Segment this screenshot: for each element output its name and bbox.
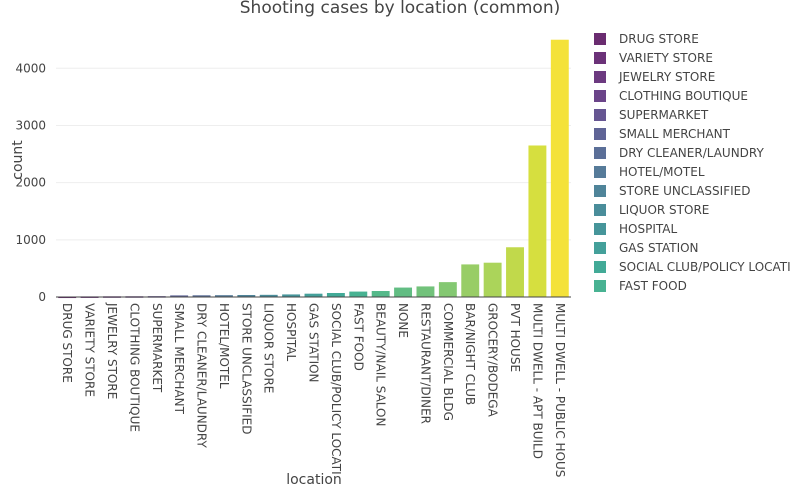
bar[interactable] (371, 290, 390, 297)
bar[interactable] (483, 262, 502, 297)
bar[interactable] (438, 282, 457, 297)
x-tick-label: HOSPITAL (284, 303, 298, 361)
legend-label: LIQUOR STORE (619, 203, 709, 217)
x-axis-ticks: DRUG STORE VARIETY STORE JEWELRY STORE CLOT… (60, 302, 567, 477)
bar[interactable] (550, 39, 569, 297)
x-tick-label: MULTI DWELL - APT BUILD (530, 303, 544, 459)
legend-label: STORE UNCLASSIFIED (619, 184, 750, 198)
x-tick-label: SOCIAL CLUB/POLICY LOCATI (329, 303, 343, 475)
legend-label: JEWELRY STORE (618, 70, 715, 84)
x-tick-label: STORE UNCLASSIFIED (239, 303, 253, 434)
x-tick-label: JEWELRY STORE (105, 302, 119, 399)
x-tick-label: SUPERMARKET (150, 303, 164, 393)
bar[interactable] (326, 292, 345, 297)
legend-label: SUPERMARKET (619, 108, 709, 122)
y-tick-label: 0 (38, 290, 46, 304)
legend-label: CLOTHING BOUTIQUE (619, 89, 748, 103)
x-tick-label: LIQUOR STORE (262, 303, 276, 393)
x-tick-label: DRY CLEANER/LAUNDRY (195, 303, 209, 448)
y-axis-title: count (10, 140, 26, 180)
legend-swatch (594, 71, 606, 83)
y-tick-label: 3000 (15, 118, 46, 132)
x-tick-label: VARIETY STORE (83, 303, 97, 397)
legend-item[interactable]: DRY CLEANER/LAUNDRY (594, 146, 764, 160)
legend-swatch (594, 147, 606, 159)
bar[interactable] (192, 295, 211, 297)
legend-item[interactable]: HOSPITAL (594, 222, 677, 236)
bar[interactable] (304, 293, 323, 297)
legend-swatch (594, 33, 606, 45)
legend-item[interactable]: CLOTHING BOUTIQUE (594, 89, 748, 103)
legend-item[interactable]: SOCIAL CLUB/POLICY LOCATI (594, 260, 791, 274)
bar[interactable] (170, 295, 189, 297)
legend-item[interactable]: SMALL MERCHANT (594, 127, 731, 141)
legend-label: HOSPITAL (619, 222, 677, 236)
legend-label: SOCIAL CLUB/POLICY LOCATI (619, 260, 791, 274)
bar[interactable] (416, 286, 435, 297)
legend-item[interactable]: VARIETY STORE (594, 51, 713, 65)
legend-swatch (594, 223, 606, 235)
gridlines (56, 67, 571, 241)
legend[interactable]: DRUG STORE VARIETY STORE JEWELRY STORE CLOT… (594, 32, 791, 293)
legend-swatch (594, 90, 606, 102)
legend-label: SMALL MERCHANT (619, 127, 731, 141)
x-tick-label: MULTI DWELL - PUBLIC HOUS (553, 303, 567, 477)
y-tick-label: 2000 (15, 176, 46, 190)
legend-swatch (594, 185, 606, 197)
legend-swatch (594, 280, 606, 292)
bar[interactable] (259, 294, 278, 297)
bars (58, 39, 569, 299)
x-tick-label: BAR/NIGHT CLUB (463, 303, 477, 405)
x-tick-label: COMMERCIAL BLDG (441, 303, 455, 421)
legend-swatch (594, 261, 606, 273)
legend-item[interactable]: HOTEL/MOTEL (594, 165, 705, 179)
legend-swatch (594, 109, 606, 121)
bar[interactable] (506, 247, 524, 297)
legend-label: DRY CLEANER/LAUNDRY (619, 146, 764, 160)
legend-swatch (594, 242, 606, 254)
x-tick-label: HOTEL/MOTEL (217, 303, 231, 389)
legend-item[interactable]: JEWELRY STORE (594, 70, 715, 84)
legend-item[interactable]: SUPERMARKET (594, 108, 709, 122)
bar[interactable] (349, 291, 368, 297)
bar[interactable] (214, 295, 233, 297)
x-tick-label: CLOTHING BOUTIQUE (127, 303, 141, 432)
x-tick-label: GAS STATION (307, 303, 321, 383)
legend-swatch (594, 166, 606, 178)
bar[interactable] (394, 287, 413, 297)
y-axis-ticks: 0 1000 2000 3000 4000 (15, 61, 46, 304)
x-tick-label: GROCERY/BODEGA (486, 303, 500, 418)
bar[interactable] (528, 145, 547, 297)
legend-item[interactable]: STORE UNCLASSIFIED (594, 184, 750, 198)
x-axis-title: location (286, 472, 342, 488)
y-tick-label: 1000 (15, 233, 46, 247)
chart-title: Shooting cases by location (common) (240, 0, 561, 18)
legend-label: HOTEL/MOTEL (619, 165, 705, 179)
bar[interactable] (237, 294, 256, 297)
bar[interactable] (461, 264, 480, 297)
legend-swatch (594, 204, 606, 216)
x-tick-label: RESTAURANT/DINER (418, 303, 432, 424)
legend-label: GAS STATION (619, 241, 699, 255)
legend-item[interactable]: FAST FOOD (594, 279, 687, 293)
x-tick-label: SMALL MERCHANT (172, 303, 186, 415)
x-tick-label: DRUG STORE (60, 303, 74, 383)
legend-swatch (594, 128, 606, 140)
legend-item[interactable]: LIQUOR STORE (594, 203, 709, 217)
legend-label: VARIETY STORE (619, 51, 713, 65)
legend-label: FAST FOOD (619, 279, 687, 293)
legend-label: DRUG STORE (619, 32, 699, 46)
legend-item[interactable]: GAS STATION (594, 241, 699, 255)
x-tick-label: PVT HOUSE (508, 303, 522, 372)
x-tick-label: FAST FOOD (351, 303, 365, 371)
y-tick-label: 4000 (15, 61, 46, 75)
legend-swatch (594, 52, 606, 64)
x-tick-label: NONE (396, 303, 410, 338)
bar[interactable] (282, 294, 301, 297)
x-tick-label: BEAUTY/NAIL SALON (374, 303, 388, 426)
legend-item[interactable]: DRUG STORE (594, 32, 699, 46)
